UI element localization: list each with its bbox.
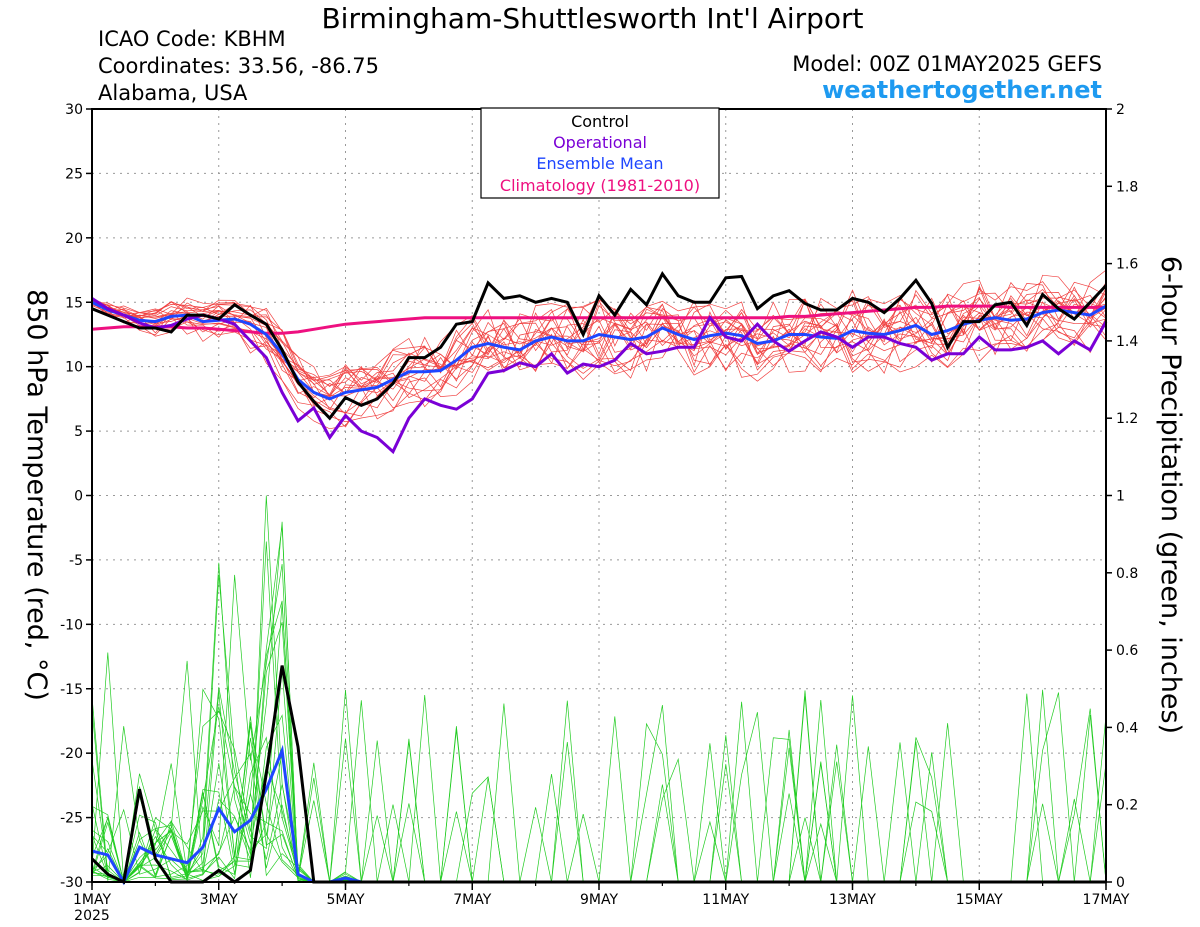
site-link[interactable]: weathertogether.net <box>822 76 1102 104</box>
y-left-tick-label: 30 <box>65 102 83 118</box>
precipitation-member-line <box>91 564 1106 883</box>
y-right-tick-label: 1.8 <box>1116 179 1138 195</box>
y-left-tick-label: -20 <box>60 746 83 762</box>
x-tick-label: 15MAY <box>956 892 1003 908</box>
x-tick-label: 1MAY <box>73 892 111 908</box>
axes: -30-25-20-15-10-505101520253000.20.40.60… <box>60 102 1138 924</box>
x-year-label: 2025 <box>74 908 110 924</box>
y-left-tick-label: -15 <box>60 682 83 698</box>
y-left-tick-label: 5 <box>74 424 83 440</box>
temperature-control-line <box>91 271 1108 421</box>
y-right-tick-label: 0 <box>1116 875 1125 891</box>
y-right-tick-label: 1.6 <box>1116 257 1138 273</box>
temperature-member-line <box>91 289 1107 397</box>
legend-box <box>480 107 720 199</box>
x-tick-label: 3MAY <box>200 892 238 908</box>
y-right-tick-label: 1.2 <box>1116 411 1138 427</box>
temperature-member-line <box>91 298 1107 397</box>
y-left-tick-label: 0 <box>74 489 83 505</box>
grid-lines <box>92 109 1106 882</box>
legend-entry-climatology: Climatology (1981-2010) <box>500 176 700 195</box>
y-right-tick-label: 2 <box>1116 102 1125 118</box>
temperature-member-line <box>91 286 1107 394</box>
y-left-tick-label: 15 <box>65 295 83 311</box>
y-left-tick-label: -30 <box>60 875 83 891</box>
legend-entry-control: Control <box>571 112 629 131</box>
y-left-tick-label: 20 <box>65 231 83 247</box>
left-axis-label: 850 hPa Temperature (red, °C) <box>21 289 52 701</box>
temperature-member-line <box>91 269 1107 381</box>
x-tick-label: 5MAY <box>326 892 364 908</box>
y-left-tick-label: -10 <box>60 617 83 633</box>
y-left-tick-label: 10 <box>65 360 83 376</box>
y-left-tick-label: 25 <box>65 166 83 182</box>
region: Alabama, USA <box>98 81 248 105</box>
x-tick-label: 9MAY <box>580 892 618 908</box>
x-tick-label: 17MAY <box>1083 892 1130 908</box>
x-tick-label: 11MAY <box>702 892 749 908</box>
x-tick-label: 7MAY <box>453 892 491 908</box>
ensemble-members <box>91 269 1107 883</box>
chart-title: Birmingham-Shuttlesworth Int'l Airport <box>321 2 864 35</box>
y-left-tick-label: -5 <box>69 553 83 569</box>
legend: Control Operational Ensemble Mean Climat… <box>480 107 720 199</box>
y-right-tick-label: 0.4 <box>1116 720 1138 736</box>
y-right-tick-label: 0.2 <box>1116 798 1138 814</box>
y-left-tick-label: -25 <box>60 811 83 827</box>
right-axis-label: 6-hour Precipitation (green, inches) <box>1155 256 1186 734</box>
model-run: Model: 00Z 01MAY2025 GEFS <box>792 52 1102 76</box>
precipitation-member-line <box>91 703 1106 883</box>
x-tick-label: 13MAY <box>829 892 876 908</box>
coordinates: Coordinates: 33.56, -86.75 <box>98 54 379 78</box>
temperature-mean-line <box>91 300 1107 401</box>
y-right-tick-label: 0.8 <box>1116 566 1138 582</box>
precipitation-member-line <box>91 603 1106 883</box>
temperature-member-line <box>91 297 1107 411</box>
icao-code: ICAO Code: KBHM <box>98 27 286 51</box>
temperature-member-line <box>91 302 1107 423</box>
legend-entry-mean: Ensemble Mean <box>536 154 663 173</box>
y-right-tick-label: 1.4 <box>1116 334 1138 350</box>
y-right-tick-label: 1 <box>1116 489 1125 505</box>
temperature-member-line <box>91 305 1107 420</box>
legend-entry-operational: Operational <box>553 133 647 152</box>
y-right-tick-label: 0.6 <box>1116 643 1138 659</box>
temperature-operational-line <box>91 297 1108 455</box>
